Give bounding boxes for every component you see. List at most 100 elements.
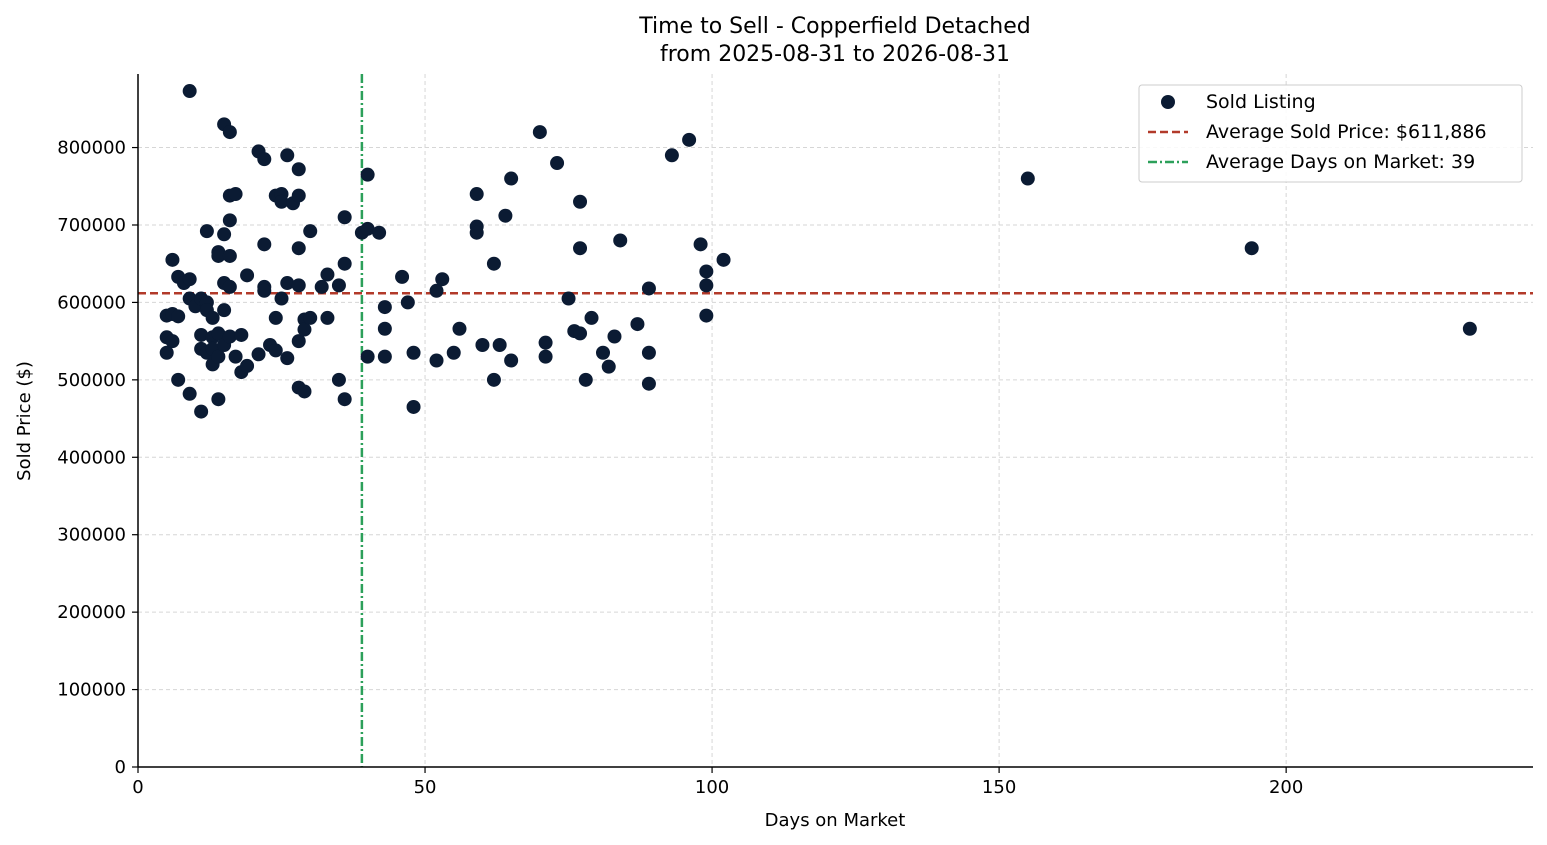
data-point [182,386,197,401]
y-tick-label: 500000 [57,370,126,391]
data-point [291,278,306,293]
data-point [596,345,610,360]
data-point [337,256,352,271]
y-tick-label: 800000 [57,138,126,159]
data-point [429,283,444,298]
data-point [331,372,346,387]
data-point [498,208,513,223]
data-point [194,404,209,419]
data-point [211,248,226,263]
x-tick-label: 100 [695,777,729,798]
data-point [211,326,226,341]
y-tick-label: 100000 [57,680,126,701]
data-point [452,321,467,336]
data-point [297,384,312,399]
data-point [406,345,421,360]
chart-title-line2: from 2025-08-31 to 2026-08-31 [660,42,1010,67]
data-point [584,310,599,325]
data-point [280,148,295,163]
data-point [211,349,226,364]
data-point [228,187,243,202]
data-point [446,345,461,360]
data-point [280,351,295,366]
data-point [682,132,697,147]
data-point [194,327,209,342]
data-point [205,310,220,325]
data-point [182,84,197,99]
legend-label-sold-listing: Sold Listing [1206,91,1316,113]
data-point [165,334,180,349]
data-point [360,349,375,364]
data-point [372,225,387,240]
data-point [613,233,628,248]
data-point [699,264,714,279]
data-point [360,221,375,236]
data-point [228,349,243,364]
legend-label-avg-days: Average Days on Market: 39 [1206,151,1475,173]
data-point [222,125,237,140]
data-point [360,167,375,182]
data-point [538,335,553,350]
data-point [699,308,714,323]
x-tick-label: 200 [1269,777,1303,798]
data-point [492,338,507,353]
data-point [320,267,335,282]
data-point [280,276,295,291]
data-point [303,310,318,325]
data-point [291,334,306,349]
data-point [1020,171,1035,186]
data-point [222,248,237,263]
data-point [406,399,421,414]
data-point [257,237,272,252]
y-tick-label: 300000 [57,525,126,546]
data-point [377,300,392,315]
data-point [486,256,501,271]
data-point [550,156,565,171]
data-point [630,317,645,332]
data-point [171,309,186,324]
data-point [641,345,656,360]
y-tick-label: 700000 [57,215,126,236]
data-point [217,227,232,242]
data-point [314,279,329,294]
data-point [182,272,197,287]
data-point [257,283,272,298]
data-point [222,329,237,344]
data-point [320,310,335,325]
data-point [475,338,490,353]
data-point [171,372,186,387]
data-point [395,269,410,284]
x-axis-label: Days on Market [765,810,906,831]
data-point [435,272,450,287]
data-point [641,281,656,296]
data-point [469,187,484,202]
data-point [274,194,289,209]
data-point [601,359,616,374]
data-point [607,329,622,344]
data-point [337,392,352,407]
x-tick-label: 0 [132,777,143,798]
data-point [211,392,226,407]
data-point [217,303,232,318]
data-point [377,349,392,364]
data-point [377,321,392,336]
scatter-points [159,84,1477,419]
data-point [165,252,180,267]
data-point [429,353,444,368]
data-point [693,237,708,252]
data-point [257,152,272,167]
data-point [240,268,255,283]
data-point [337,210,352,225]
data-point [1244,241,1259,256]
data-point [538,349,553,364]
data-point [573,326,588,341]
legend-box [1138,84,1523,183]
data-point [1462,321,1477,336]
data-point [486,372,501,387]
y-tick-label: 600000 [57,292,126,313]
data-point [268,310,283,325]
data-point [268,343,283,358]
data-point [199,224,214,239]
chart-title-line1: Time to Sell - Copperfield Detached [638,14,1030,39]
legend-marker-sold-listing [1161,95,1175,109]
